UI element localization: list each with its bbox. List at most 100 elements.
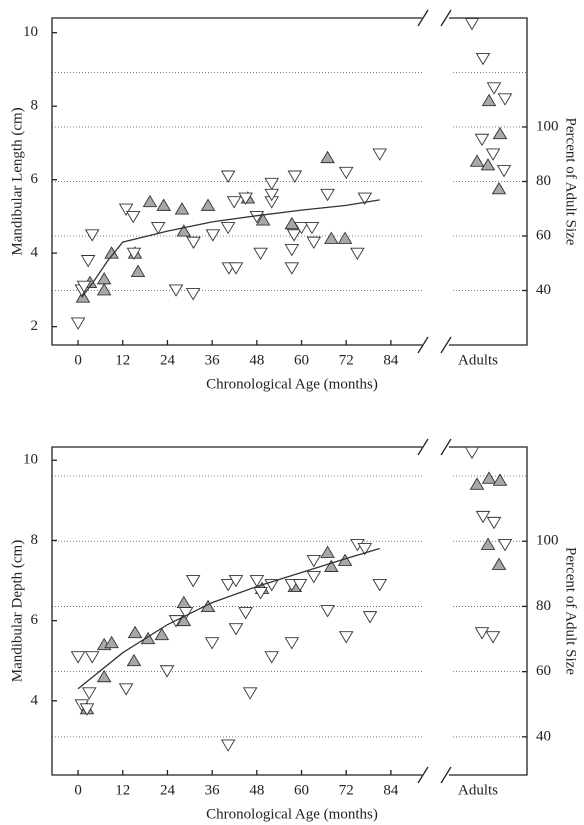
data-point [142, 194, 158, 208]
adult-point [469, 154, 485, 167]
data-point [220, 221, 236, 235]
fit-curve [77, 547, 380, 690]
data-point [185, 288, 201, 301]
adult-point [497, 93, 513, 106]
data-point [176, 613, 192, 627]
y-tick-label: 8 [31, 532, 39, 548]
data-point [238, 192, 253, 205]
data-point [324, 231, 339, 244]
data-point [253, 587, 268, 600]
axis-break [417, 336, 429, 354]
adult-point [480, 158, 496, 171]
data-point [79, 703, 95, 716]
x-tick-label: 36 [205, 782, 221, 798]
data-point [228, 575, 244, 588]
x-tick-label: 12 [115, 352, 130, 368]
y-tick-label: 2 [31, 318, 39, 334]
data-point [264, 188, 280, 202]
y-tick-label: 4 [31, 692, 39, 708]
data-point [159, 665, 175, 678]
axis-break [417, 9, 429, 27]
axis-break [440, 766, 452, 784]
data-point [204, 637, 220, 650]
data-point [286, 229, 302, 242]
data-point [70, 651, 86, 664]
data-point [242, 687, 258, 700]
y-axis-title: Mandibular Depth (cm) [9, 540, 25, 682]
data-point [320, 150, 335, 164]
data-point [320, 188, 335, 202]
y2-axis-title: Percent of Adult Size [563, 547, 579, 675]
data-point [306, 571, 322, 584]
data-point [186, 236, 201, 250]
data-point [154, 627, 170, 641]
data-point [104, 635, 119, 649]
data-point [357, 542, 373, 556]
x-tick-label: 72 [339, 352, 354, 368]
y-tick-label: 8 [31, 98, 39, 114]
data-point [220, 170, 236, 183]
adults-label: Adults [458, 352, 498, 368]
axis-frame [51, 446, 528, 776]
data-point [156, 198, 172, 211]
data-point [76, 280, 92, 294]
data-point [284, 262, 300, 275]
adult-point [481, 471, 497, 484]
adult-point [491, 557, 507, 570]
data-point [226, 196, 242, 209]
x-tick-label: 84 [383, 782, 399, 798]
adult-point [469, 477, 485, 490]
y2-tick-label: 40 [536, 728, 551, 744]
data-point [264, 177, 280, 191]
x-tick-label: 72 [339, 782, 354, 798]
data-point [338, 166, 354, 180]
fit-curve [81, 199, 380, 298]
data-point [96, 271, 112, 285]
x-tick-label: 60 [294, 782, 309, 798]
data-point [168, 284, 184, 297]
y2-tick-label: 100 [536, 118, 559, 134]
x-tick-label: 60 [294, 352, 309, 368]
data-point [81, 687, 97, 700]
data-point [304, 221, 320, 235]
adult-point [486, 82, 502, 95]
x-axis-title: Chronological Age (months) [206, 376, 378, 392]
data-point [253, 247, 268, 261]
axis-break [440, 336, 452, 354]
y2-tick-label: 80 [536, 598, 551, 614]
data-point [306, 236, 322, 250]
adult-point [474, 133, 490, 147]
data-point [306, 555, 322, 568]
adult-point [492, 473, 508, 486]
axis-break [417, 438, 429, 456]
y-tick-label: 6 [31, 171, 39, 187]
data-point [150, 221, 166, 235]
data-point [130, 264, 146, 277]
data-point [126, 653, 142, 667]
data-point [178, 607, 194, 620]
data-point [118, 683, 134, 696]
data-point [292, 579, 308, 592]
adult-point [481, 93, 497, 107]
data-point [176, 224, 192, 237]
adult-point [464, 18, 480, 31]
data-point [220, 579, 236, 592]
x-tick-label: 0 [74, 352, 82, 368]
x-tick-label: 24 [160, 782, 176, 798]
data-point [264, 651, 280, 664]
data-point [80, 255, 96, 268]
axis-break [440, 9, 452, 27]
data-point [294, 221, 309, 235]
data-point [125, 210, 141, 224]
y2-tick-label: 80 [536, 173, 551, 189]
data-point [238, 607, 253, 620]
data-point [96, 669, 112, 683]
data-point [324, 559, 339, 572]
data-point [96, 283, 112, 296]
data-point [249, 210, 265, 224]
adult-point [492, 126, 508, 140]
data-point [205, 229, 221, 242]
x-tick-label: 12 [115, 782, 130, 798]
y-tick-label: 10 [23, 452, 38, 468]
